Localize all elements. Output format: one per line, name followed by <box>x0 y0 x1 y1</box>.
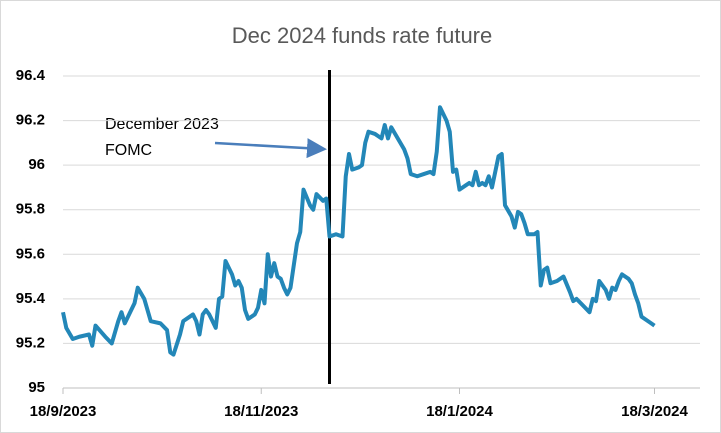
annotation-arrow <box>214 138 327 159</box>
data-line <box>61 105 656 357</box>
y-tick-label: 96.2 <box>16 112 45 129</box>
annotation-line: FOMC <box>105 142 152 159</box>
y-tick-label: 95.2 <box>16 334 45 351</box>
x-tick-label: 18/9/2023 <box>30 403 97 420</box>
x-tick-label: 18/11/2023 <box>224 403 298 420</box>
y-tick-label: 95 <box>28 379 45 396</box>
y-tick-label: 95.6 <box>16 245 45 262</box>
chart-title: Dec 2024 funds rate future <box>232 23 493 48</box>
y-tick-label: 96.4 <box>16 67 46 84</box>
y-tick-label: 95.4 <box>16 290 46 307</box>
x-tick-label: 18/3/2024 <box>621 403 688 420</box>
y-tick-label: 96 <box>28 156 45 173</box>
y-tick-label: 95.8 <box>16 201 45 218</box>
x-tick-label: 18/1/2024 <box>426 403 493 420</box>
annotation-line: December 2023 <box>105 116 219 133</box>
